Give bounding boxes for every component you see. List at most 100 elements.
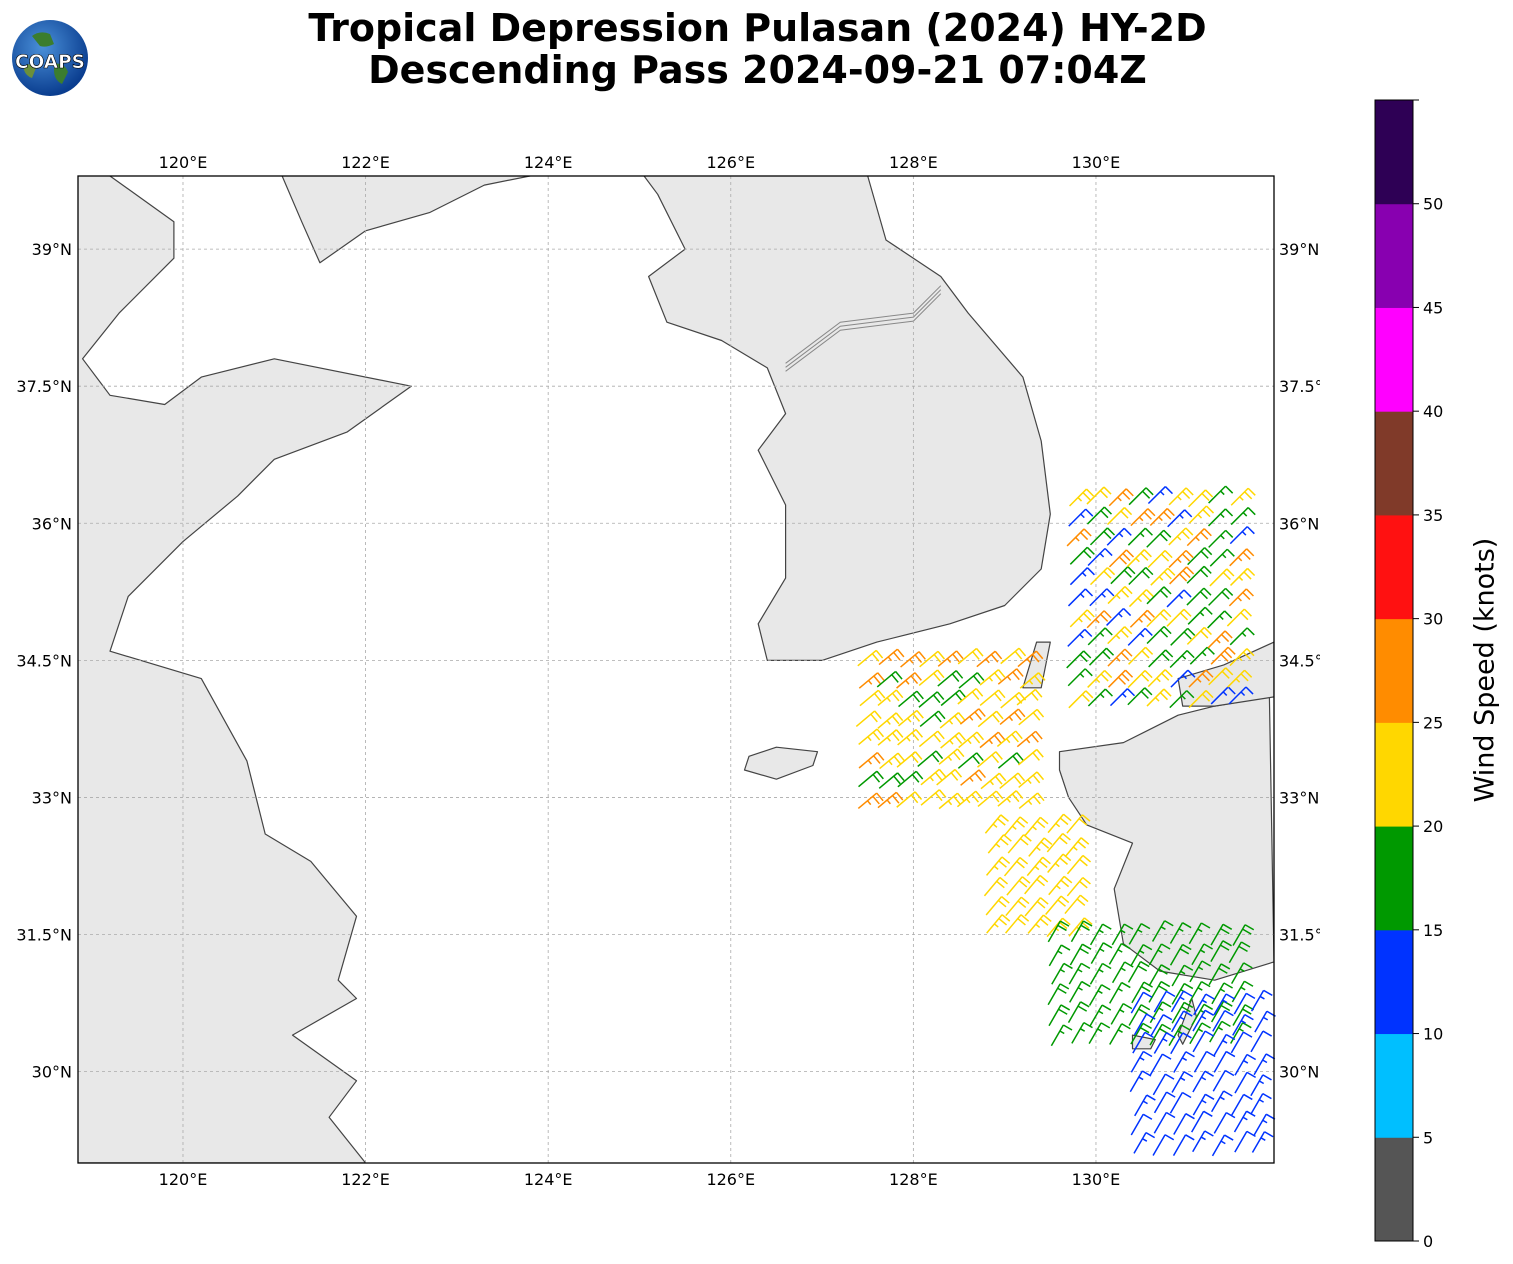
wind-barb [1047, 983, 1070, 1006]
wind-barb [1188, 489, 1214, 508]
lon-tick-label: 124°E [524, 1170, 573, 1189]
wind-barb [1250, 1030, 1273, 1053]
wind-barb [1126, 549, 1152, 568]
wind-barb [1107, 626, 1133, 645]
wind-barb [1210, 1090, 1233, 1113]
wind-barb [1111, 923, 1134, 946]
wind-barb [1146, 609, 1172, 628]
wind-barb [877, 689, 904, 707]
map-frame [77, 175, 1275, 1164]
wind-barb [1066, 528, 1092, 547]
wind-barb [1210, 686, 1236, 705]
wind-barb [1169, 1091, 1192, 1114]
wind-barb [877, 712, 904, 729]
wind-barb [1046, 832, 1071, 853]
wind-barb [1234, 1053, 1257, 1076]
lat-tick-label: 37.5°N [1279, 377, 1320, 396]
wind-barb [1166, 589, 1192, 608]
colorbar-bin [1375, 514, 1413, 620]
wind-barb [1207, 610, 1233, 629]
lon-tick-label: 126°E [706, 1170, 755, 1189]
wind-barb [959, 708, 986, 725]
wind-barb [1048, 944, 1071, 967]
wind-barb [1066, 854, 1092, 875]
wind-barb [1251, 1131, 1274, 1153]
china-mainland [78, 176, 412, 1163]
wind-barb [1089, 567, 1116, 586]
wind-barb [876, 670, 903, 688]
colorbar-tick-label: 50 [1423, 195, 1443, 214]
wind-barb [1048, 875, 1073, 896]
wind-barb [1171, 1071, 1194, 1093]
wind-barb [1047, 853, 1072, 873]
wind-barb [1146, 529, 1172, 548]
wind-barb [1110, 1002, 1133, 1025]
jeju-island [743, 746, 819, 780]
colorbar-tick-label: 15 [1423, 921, 1443, 940]
wind-barb [956, 790, 983, 808]
wind-barb [1024, 874, 1049, 895]
wind-barb [1213, 993, 1236, 1016]
wind-barb [1106, 527, 1132, 546]
colorbar-tick-label: 5 [1423, 1128, 1433, 1147]
wind-barb [979, 689, 1006, 707]
wind-barb [1088, 984, 1111, 1006]
wind-barb [1109, 1023, 1131, 1045]
wind-barb [1149, 1053, 1172, 1076]
page-subtitle: Descending Pass 2024-09-21 07:04Z [368, 48, 1147, 92]
wind-barb [1051, 962, 1073, 985]
wind-barb [1129, 1070, 1152, 1093]
axis-tick-labels: 120°E 120°E 122°E 122°E 124°E 124°E 126°E 126°E… [16, 153, 1320, 1189]
wind-barb [1069, 609, 1095, 628]
wind-barb [1152, 1134, 1175, 1156]
wind-barb [900, 651, 926, 668]
wind-barb [977, 710, 1004, 728]
wind-barb [1153, 990, 1176, 1013]
wind-barb [960, 769, 987, 786]
wind-barb [1087, 627, 1113, 646]
wind-barb [1189, 646, 1215, 665]
wind-barb [1254, 1010, 1276, 1033]
wind-barb [1186, 565, 1212, 584]
wind-barb [1187, 606, 1213, 625]
wind-barb [1127, 627, 1153, 646]
wind-barb [997, 668, 1024, 685]
wind-barb [878, 772, 905, 789]
lat-tick-label: 31.5°N [16, 926, 72, 945]
wind-barb [1127, 670, 1153, 689]
lat-tick-label: 39°N [32, 240, 72, 259]
wind-barb [1068, 690, 1094, 709]
wind-barb [1210, 923, 1233, 946]
dmz-line [785, 285, 942, 364]
wind-barb [1069, 943, 1092, 966]
wind-barb [1066, 650, 1092, 669]
colorbar-bin [1375, 1137, 1413, 1242]
wind-barb [1232, 1013, 1254, 1036]
wind-barb [940, 732, 966, 749]
wind-barb [937, 670, 964, 687]
wind-barb [1228, 941, 1251, 964]
wind-barb [1167, 509, 1193, 528]
wind-barb [1066, 876, 1091, 897]
wind-barb [1208, 667, 1234, 686]
wind-barb [1108, 549, 1135, 568]
wind-barb [1149, 508, 1175, 527]
wind-barb [996, 730, 1023, 748]
colorbar-bin [1375, 826, 1413, 931]
wind-barb [1017, 650, 1044, 668]
wind-barb [1188, 922, 1211, 945]
wind-barb [1089, 1004, 1112, 1027]
wind-barb [1086, 610, 1112, 629]
wind-barb [1168, 1024, 1191, 1047]
lat-tick-label: 34.5°N [16, 651, 72, 670]
wind-barb [1045, 895, 1070, 915]
wind-barb [1187, 547, 1213, 566]
wind-barb [1109, 688, 1136, 707]
wind-barb [1147, 550, 1173, 569]
wind-barb [1170, 1010, 1193, 1033]
wind-barb [1170, 1032, 1192, 1055]
wind-barb [1166, 608, 1192, 627]
wind-barb [1127, 527, 1153, 546]
wind-barb [858, 752, 885, 769]
wind-barb [984, 814, 1009, 834]
